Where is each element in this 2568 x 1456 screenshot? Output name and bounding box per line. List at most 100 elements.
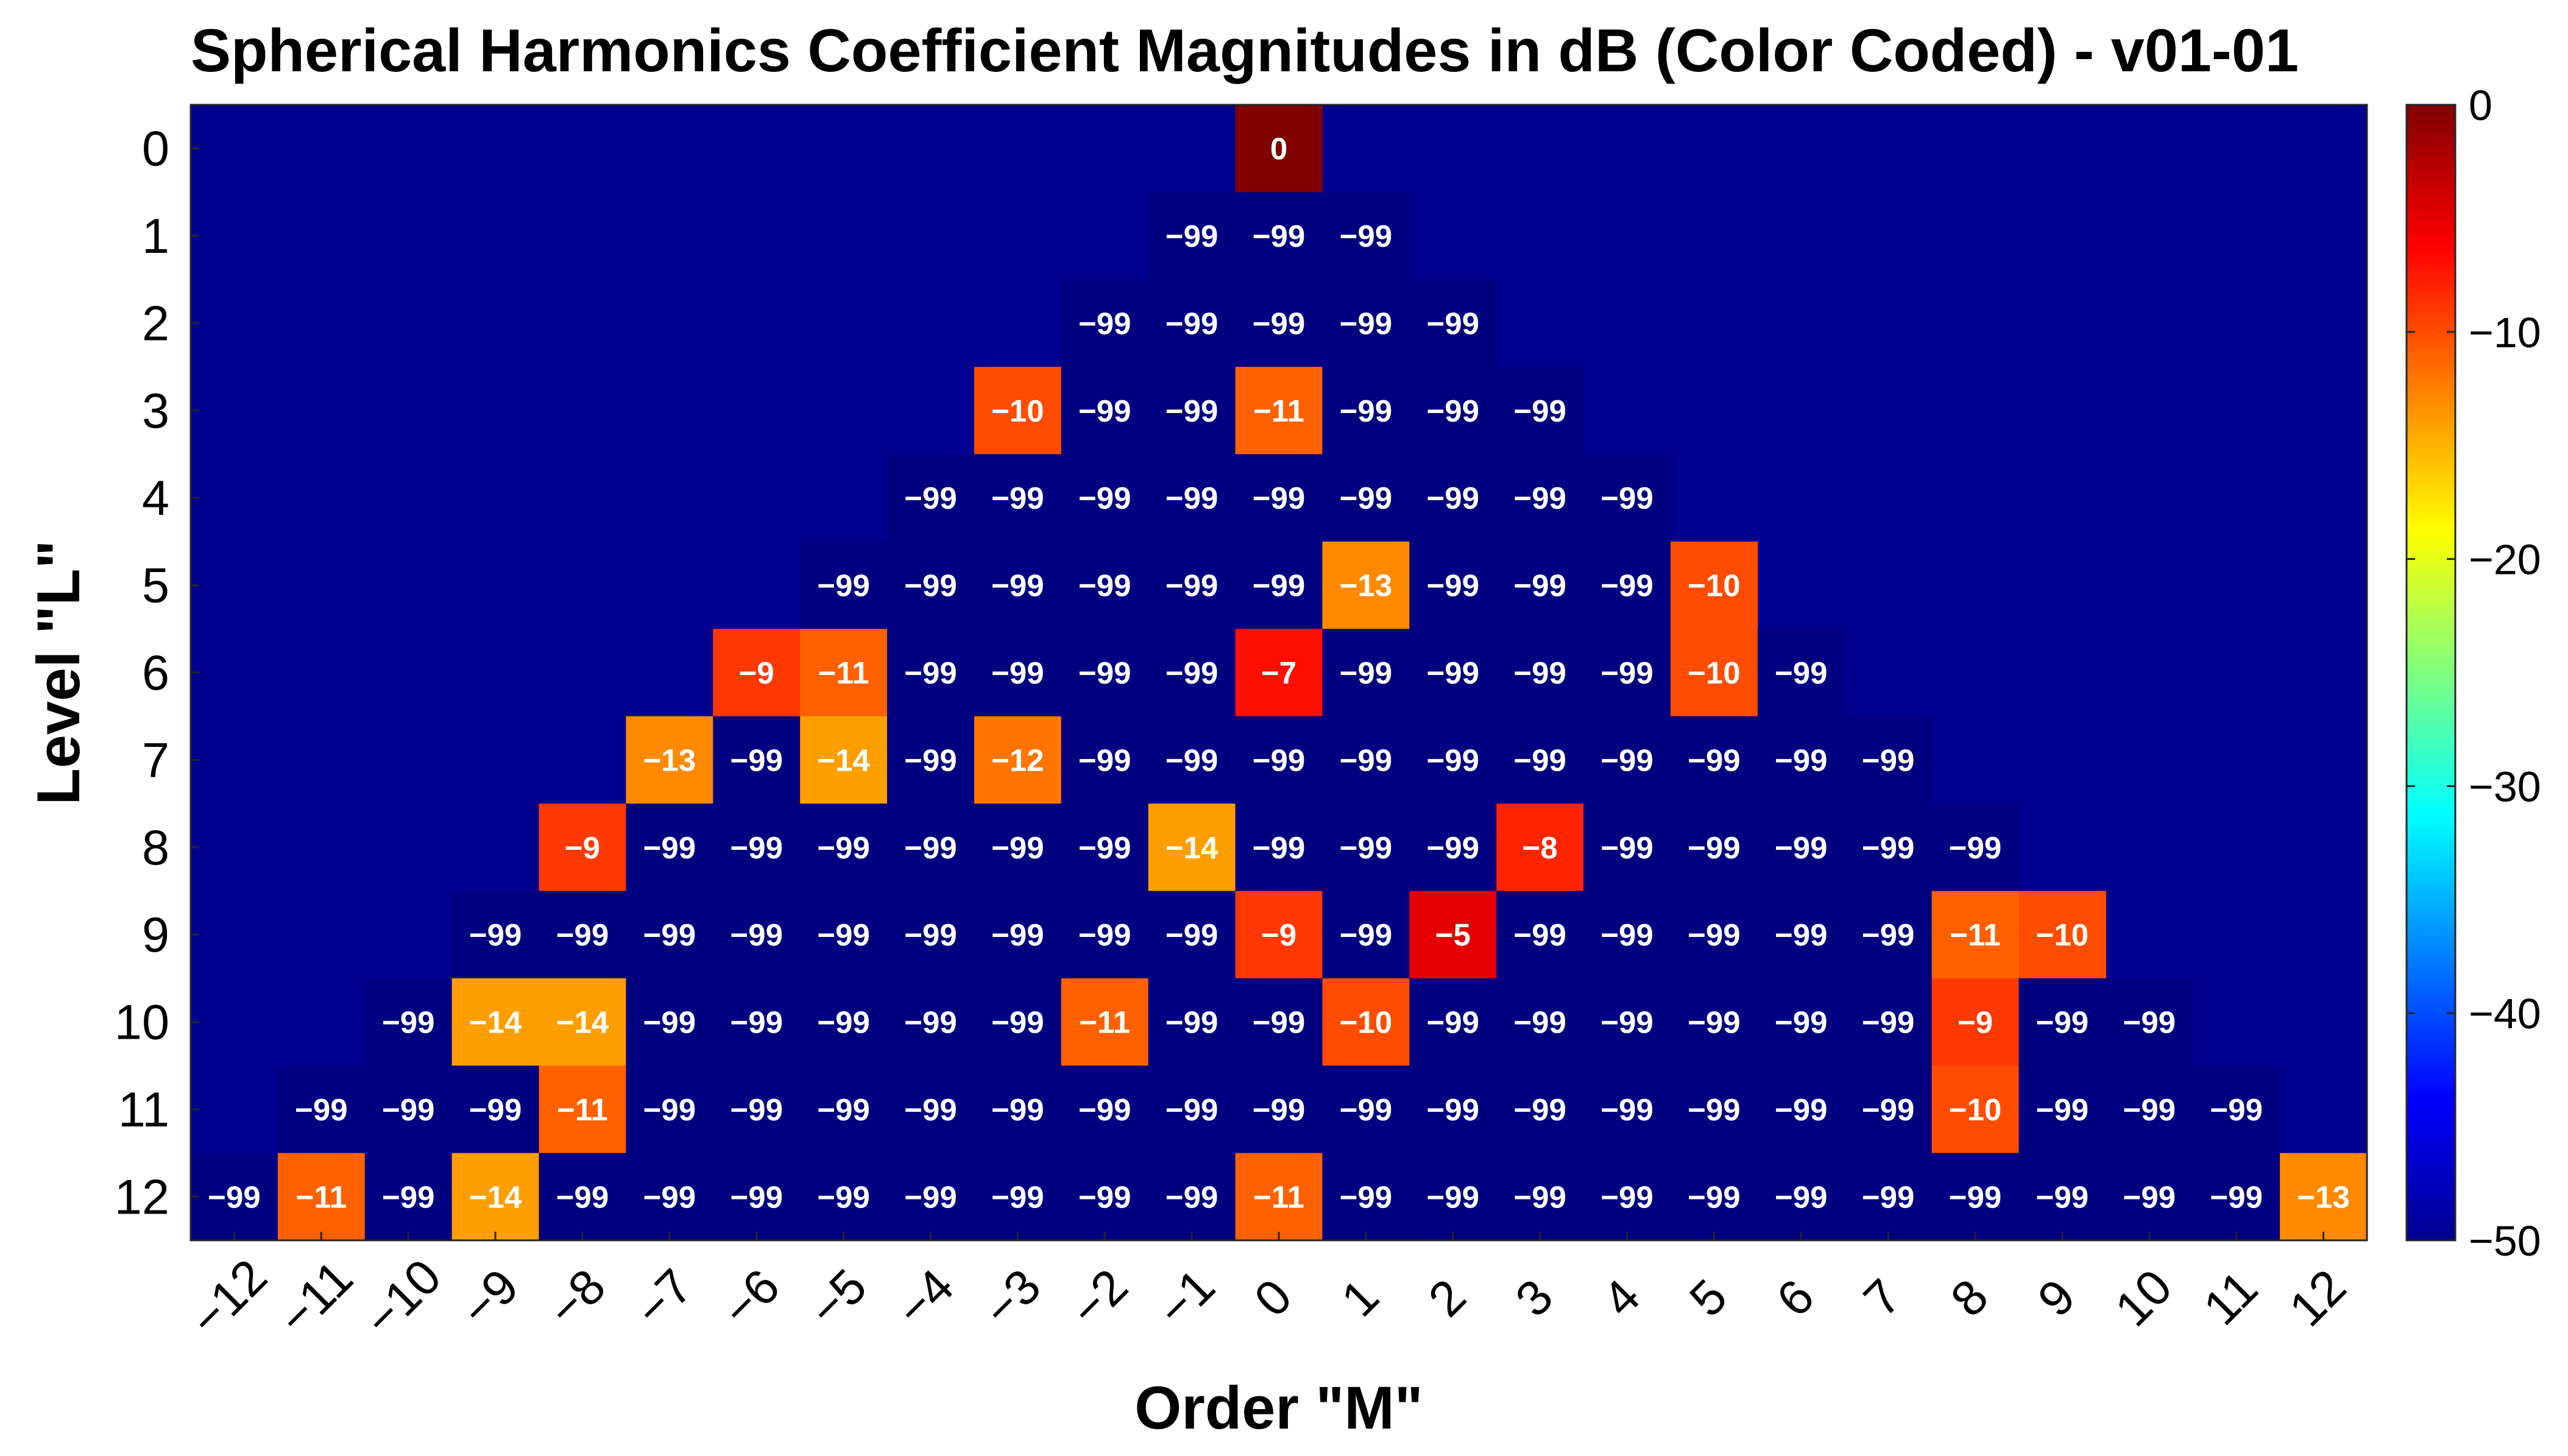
cell-value-label: −99 [730,917,783,952]
heatmap-cell [1322,629,1410,717]
heatmap-cell [800,541,888,629]
cell-value-label: −10 [1949,1092,2002,1127]
cell-value-label: −99 [1078,743,1131,777]
x-tick-label: 6 [1766,1269,1825,1327]
heatmap-cell [1844,978,1933,1066]
cell-value-label: −99 [1340,394,1393,428]
heatmap-cell [713,1153,801,1241]
heatmap-cell [1148,804,1236,891]
heatmap-cell [277,1065,366,1154]
cell-value-label: −99 [556,917,609,952]
heatmap-cell [1235,192,1323,280]
heatmap-cell [1235,804,1323,891]
heatmap-cell [1061,541,1149,629]
cell-value-label: −99 [1253,1092,1306,1127]
y-tick-label: 6 [142,646,169,701]
cell-value-label: −99 [1078,1179,1131,1214]
cell-value-label: −99 [208,1179,261,1214]
cell-value-label: −99 [1513,1179,1566,1214]
y-tick-label: 11 [118,1083,169,1137]
cell-value-label: −99 [1340,306,1393,341]
cell-value-label: −99 [1601,830,1654,865]
heatmap-cell [1670,541,1758,629]
heatmap-cell [364,978,453,1066]
x-tick-label: −9 [451,1259,529,1337]
heatmap-cell [1757,804,1845,891]
cell-value-label: −99 [991,481,1044,515]
heatmap-cell [1061,891,1149,979]
cell-value-label: −14 [469,1179,522,1214]
colorbar-tick-label: −30 [2469,763,2541,810]
x-axis-label: Order "M" [1134,1374,1423,1441]
x-tick-label: −1 [1147,1259,1226,1337]
heatmap-cell [1583,629,1671,717]
cell-value-label: −99 [1688,743,1741,777]
cell-value-label: −99 [1513,917,1566,952]
cell-value-label: −99 [904,1005,957,1040]
heatmap-cell [974,1065,1062,1154]
heatmap-cell [1322,716,1410,804]
heatmap-cell [1322,1065,1410,1154]
heatmap-cell [1148,1065,1236,1154]
heatmap-cell [887,454,975,542]
cell-value-label: −11 [295,1179,347,1214]
heatmap-cell [1409,716,1497,804]
heatmap-cell [1931,1153,2019,1241]
cell-value-label: −99 [1862,1005,1915,1040]
y-tick-label: 1 [142,209,169,264]
x-tick-label: 10 [2105,1259,2182,1337]
cell-value-label: −99 [556,1179,609,1214]
heatmap-cell [1235,541,1323,629]
heatmap-cell [2106,978,2193,1066]
cell-value-label: −99 [1688,1005,1741,1040]
x-axis-ticks: −12−11−10−9 −8 −7 −6 −5 −4 −3 −2 −1 0 1 2 3 4 5 6 7 8 9 10 1… [180,1232,2357,1347]
heatmap-cell [626,978,713,1066]
cell-value-label: −99 [1166,306,1219,341]
cell-value-label: −99 [1601,743,1654,777]
cell-value-label: −99 [904,568,957,603]
heatmap-cell [800,891,888,979]
cell-value-label: −99 [1688,917,1741,952]
heatmap-cell [1670,716,1758,804]
cell-value-label: −99 [1340,1179,1393,1214]
x-tick-label: −4 [886,1259,964,1337]
cell-value-label: −99 [1253,481,1306,515]
cell-value-label: −99 [1427,568,1480,603]
heatmap-cell [1061,629,1149,717]
cell-value-label: −99 [643,1092,696,1127]
heatmap-cell [539,1065,626,1154]
heatmap-cell [1409,279,1497,367]
cell-value-label: −99 [2210,1092,2263,1127]
cell-value-label: −99 [904,830,957,865]
x-tick-label: −3 [973,1259,1052,1337]
cell-value-label: −99 [817,568,870,603]
heatmap-cell [1496,454,1584,542]
heatmap-cell [974,367,1062,455]
heatmap-cell [1757,716,1845,804]
heatmap-cell [800,978,888,1066]
heatmap-cell [1931,1065,2019,1154]
y-tick-label: 12 [115,1170,169,1225]
heatmap-cell [626,804,713,891]
x-tick-label: 2 [1418,1269,1477,1327]
cell-value-label: −9 [1261,917,1296,952]
cell-value-label: −99 [1513,1092,1566,1127]
cell-value-label: −99 [1775,656,1828,690]
heatmap-cell [1322,1153,1410,1241]
heatmap-cell [2280,1153,2368,1241]
heatmap-cell [800,1065,888,1154]
cell-value-label: −99 [1078,481,1131,515]
heatmap-cell [1061,1153,1149,1241]
cell-value-label: −99 [1253,1005,1306,1040]
cell-value-label: −99 [1775,1179,1828,1214]
cell-value-label: −99 [1253,743,1306,777]
heatmap-cell [539,1153,626,1241]
heatmap-cell [974,454,1062,542]
cell-value-label: −99 [1862,1092,1915,1127]
heatmap-cell [1670,1153,1758,1241]
heatmap-cell [1409,978,1497,1066]
cell-value-label: −99 [1949,830,2002,865]
cell-value-label: −13 [2297,1179,2350,1214]
heatmap-cell [800,716,888,804]
cell-value-label: −99 [730,1005,783,1040]
